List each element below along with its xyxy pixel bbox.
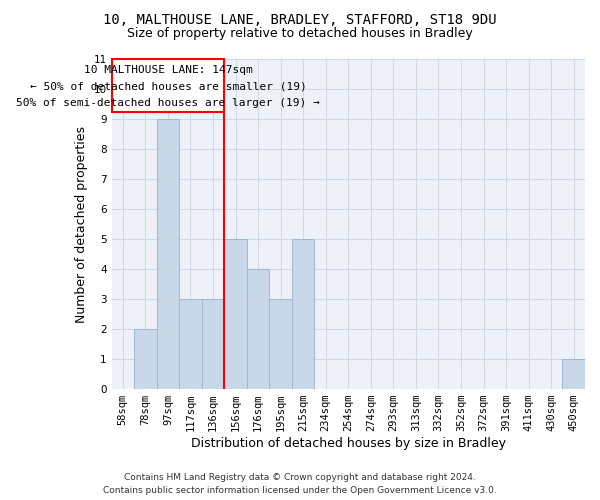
Bar	[157, 119, 179, 389]
Text: ← 50% of detached houses are smaller (19): ← 50% of detached houses are smaller (19…	[29, 82, 306, 92]
Text: 10 MALTHOUSE LANE: 147sqm: 10 MALTHOUSE LANE: 147sqm	[83, 65, 252, 75]
Bar	[269, 299, 292, 389]
Text: 10, MALTHOUSE LANE, BRADLEY, STAFFORD, ST18 9DU: 10, MALTHOUSE LANE, BRADLEY, STAFFORD, S…	[103, 12, 497, 26]
Bar	[134, 329, 157, 389]
Bar	[224, 239, 247, 389]
Bar	[292, 239, 314, 389]
Bar	[562, 359, 585, 389]
X-axis label: Distribution of detached houses by size in Bradley: Distribution of detached houses by size …	[191, 437, 506, 450]
Bar	[247, 269, 269, 389]
Text: Contains HM Land Registry data © Crown copyright and database right 2024.
Contai: Contains HM Land Registry data © Crown c…	[103, 474, 497, 495]
Bar	[179, 299, 202, 389]
Bar	[202, 299, 224, 389]
Bar	[112, 59, 224, 112]
Text: 50% of semi-detached houses are larger (19) →: 50% of semi-detached houses are larger (…	[16, 98, 320, 108]
Text: Size of property relative to detached houses in Bradley: Size of property relative to detached ho…	[127, 28, 473, 40]
Y-axis label: Number of detached properties: Number of detached properties	[75, 126, 88, 322]
